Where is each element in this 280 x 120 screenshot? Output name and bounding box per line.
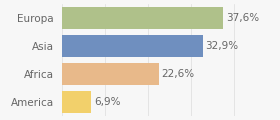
Text: 32,9%: 32,9% — [206, 41, 239, 51]
Bar — [62, 35, 203, 57]
Text: 22,6%: 22,6% — [161, 69, 194, 79]
Bar — [62, 91, 91, 113]
Text: 37,6%: 37,6% — [226, 13, 259, 23]
Bar — [62, 63, 159, 85]
Bar — [62, 7, 223, 29]
Text: 6,9%: 6,9% — [94, 97, 120, 107]
